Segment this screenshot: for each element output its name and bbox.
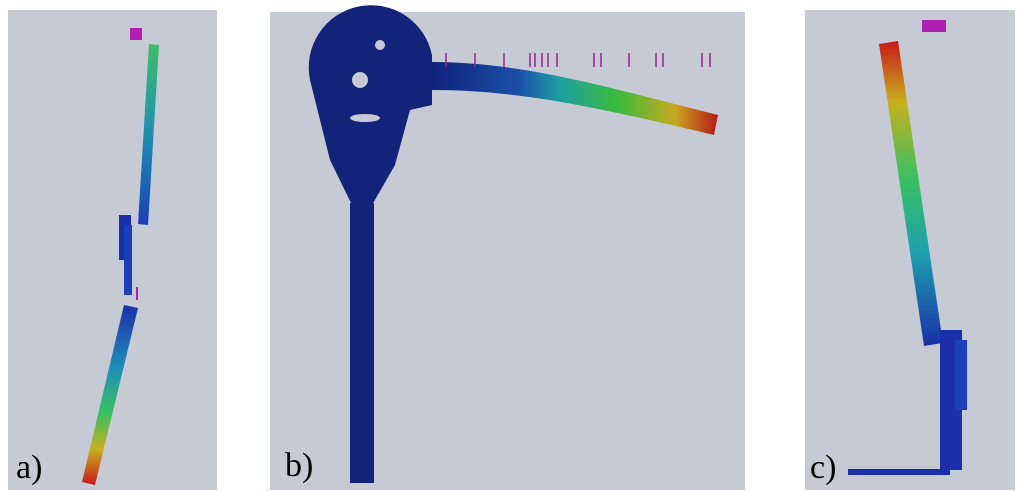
- joint: [955, 340, 967, 410]
- panel-a: a): [8, 10, 217, 490]
- joint: [124, 225, 132, 295]
- panel-c: c): [805, 10, 1015, 490]
- figure: a) b) c): [0, 0, 1019, 492]
- panel-label: b): [285, 447, 313, 484]
- load-marker: [130, 28, 142, 40]
- panel-label: c): [810, 449, 836, 486]
- hole: [375, 40, 385, 50]
- hole: [352, 72, 368, 88]
- panel-label: a): [16, 449, 42, 486]
- stem: [350, 203, 374, 483]
- hole: [350, 114, 380, 122]
- panel-b: b): [270, 5, 745, 490]
- load-marker: [922, 20, 946, 32]
- panel-background: [8, 10, 217, 490]
- base-bar: [848, 469, 950, 475]
